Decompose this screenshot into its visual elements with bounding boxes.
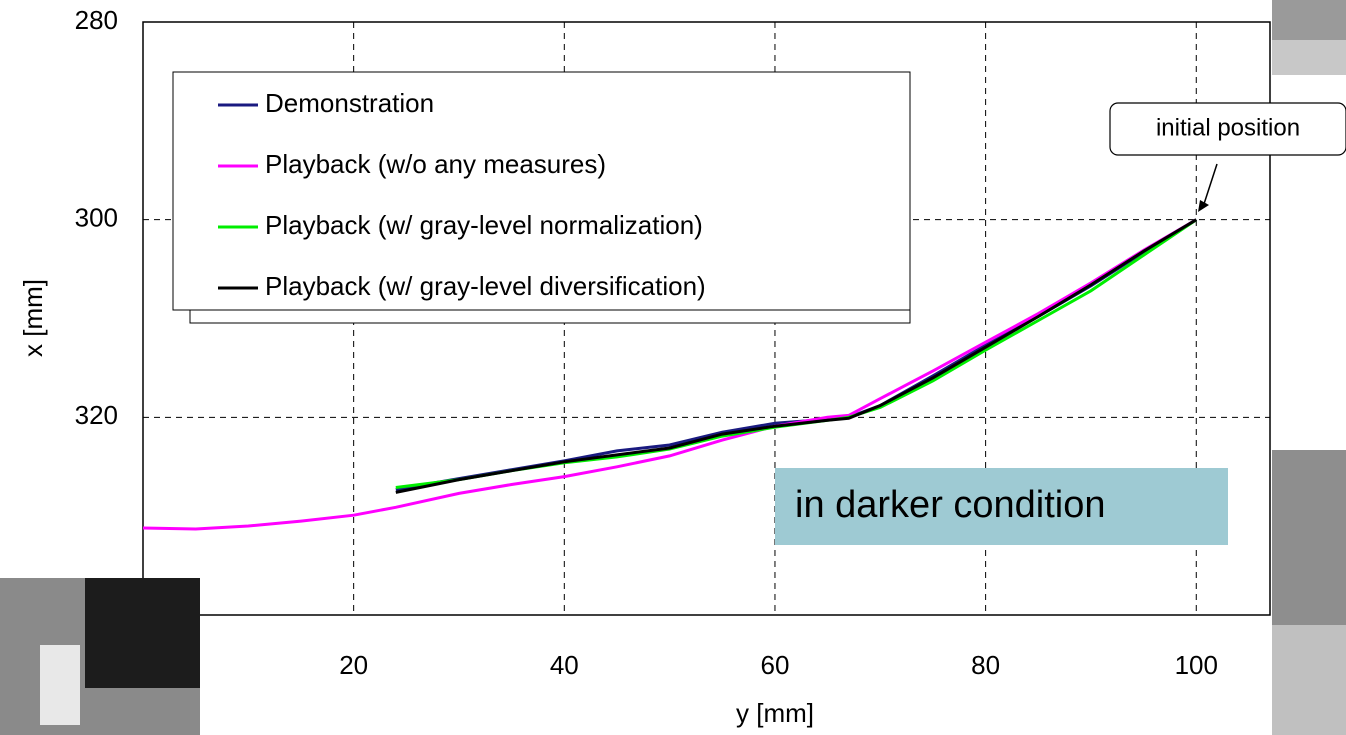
y-tick-label: 280 bbox=[75, 5, 118, 35]
x-tick-label: 40 bbox=[550, 650, 579, 680]
plot-frame bbox=[142, 21, 1271, 616]
arrow-head bbox=[1198, 200, 1209, 212]
x-tick-label: 80 bbox=[971, 650, 1000, 680]
photo-object bbox=[40, 645, 80, 725]
legend-label: Playback (w/o any measures) bbox=[265, 149, 606, 179]
annotation-arrow bbox=[1202, 163, 1218, 208]
legend-label: Demonstration bbox=[265, 88, 434, 118]
condition-box bbox=[775, 468, 1228, 545]
photo-object bbox=[1272, 40, 1346, 75]
series-line bbox=[142, 218, 1198, 531]
legend bbox=[172, 71, 911, 311]
x-tick-label: 20 bbox=[339, 650, 368, 680]
photo-object bbox=[1272, 625, 1346, 735]
legend-label: Playback (w/ gray-level normalization) bbox=[265, 210, 703, 240]
x-axis-title: y [mm] bbox=[736, 698, 814, 728]
x-tick-label: 60 bbox=[761, 650, 790, 680]
legend-label: Playback (w/ gray-level diversification) bbox=[265, 271, 706, 301]
y-tick-label: 300 bbox=[75, 203, 118, 233]
x-tick-label: 100 bbox=[1175, 650, 1218, 680]
photo-object bbox=[85, 578, 200, 688]
annotation: initial position bbox=[1156, 114, 1300, 141]
y-tick-label: 320 bbox=[75, 400, 118, 430]
y-axis-title: x [mm] bbox=[18, 279, 48, 357]
condition-label: in darker condition bbox=[795, 484, 1106, 526]
annotation-box bbox=[1109, 102, 1346, 156]
series-line bbox=[395, 218, 1198, 494]
